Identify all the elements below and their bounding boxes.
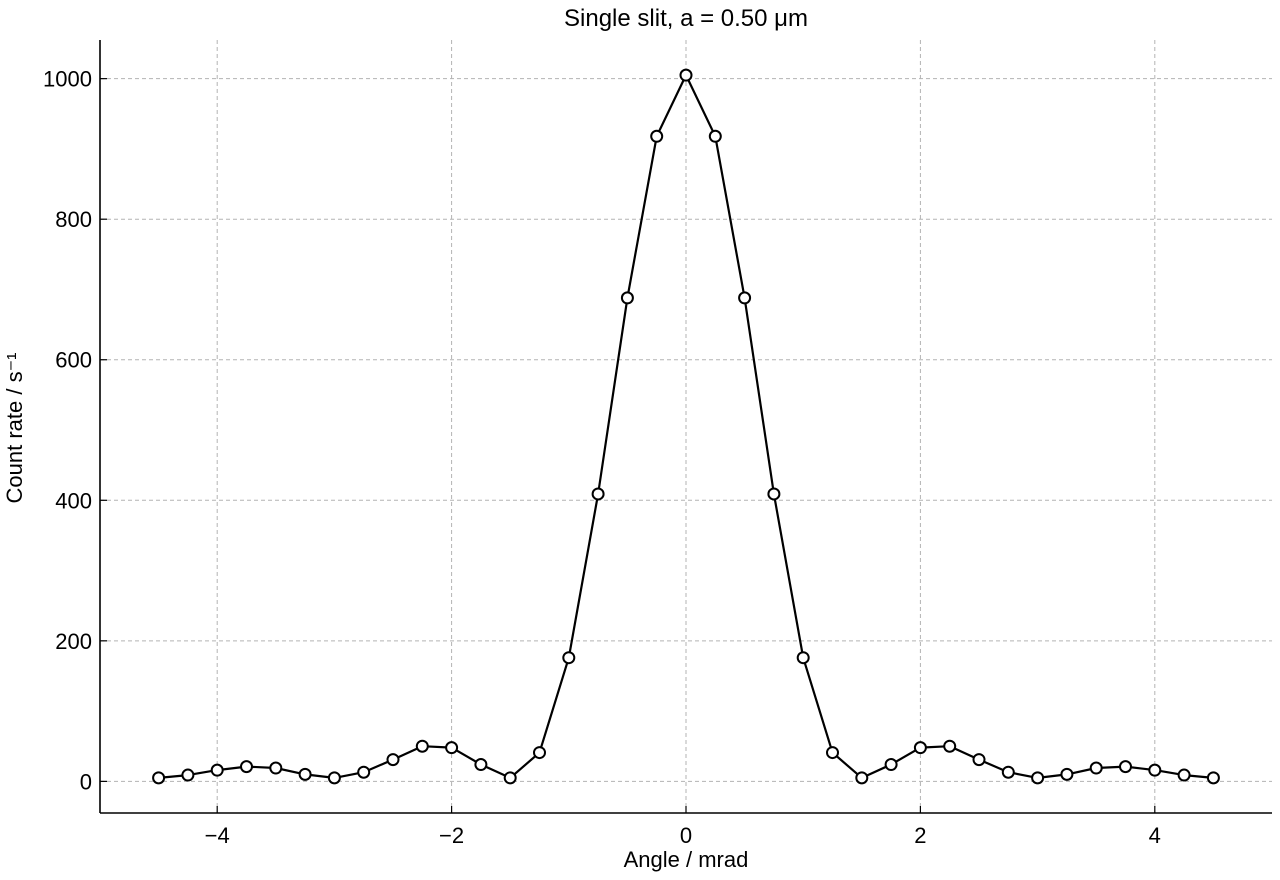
data-point [1031,771,1045,785]
x-tick-label: 0 [680,823,692,848]
y-tick-label: 1000 [43,67,92,92]
data-point [1206,771,1220,785]
y-tick-label: 400 [55,488,92,513]
data-point [533,746,546,760]
y-tick-label: 600 [55,348,92,373]
data-point [650,129,664,143]
y-tick-label: 0 [80,769,92,794]
data-point [1119,760,1132,774]
data-point [298,767,312,781]
y-tick-label: 800 [55,207,92,232]
data-point [884,758,898,772]
data-points [152,68,1220,785]
data-point [1001,765,1015,779]
data-point [269,761,283,775]
data-point [327,771,341,785]
y-axis-title: Count rate / s⁻¹ [2,352,27,503]
data-point [445,741,459,755]
x-axis-title: Angle / mrad [624,847,749,872]
data-point [181,768,195,782]
data-point [679,68,693,82]
data-point [913,741,927,755]
data-point [357,765,371,779]
data-point [943,739,957,753]
data-point [503,771,517,785]
data-point [708,129,722,143]
chart-title: Single slit, a = 0.50 μm [564,5,808,32]
data-point [210,763,224,777]
data-point [1060,767,1074,781]
ticks: −4 −2 0 2 4 0 200 400 600 800 1000 [43,67,1161,848]
data-point [738,291,752,305]
data-point [972,753,986,767]
data-point [826,746,839,760]
x-tick-label: 4 [1149,823,1161,848]
data-point [796,651,810,665]
y-tick-label: 200 [55,629,92,654]
data-point [474,758,488,772]
data-point [1148,763,1162,777]
data-point [386,753,400,767]
data-point [591,487,605,501]
data-point [855,771,869,785]
x-tick-label: −2 [439,823,464,848]
data-point [152,771,166,785]
x-tick-label: −4 [205,823,230,848]
data-point [1177,768,1191,782]
data-point [562,651,576,665]
data-point [415,739,429,753]
data-point [1089,761,1103,775]
data-point [620,291,634,305]
data-point [767,487,781,501]
data-point [240,760,253,774]
grid-lines [100,40,1272,813]
x-tick-label: 2 [914,823,926,848]
